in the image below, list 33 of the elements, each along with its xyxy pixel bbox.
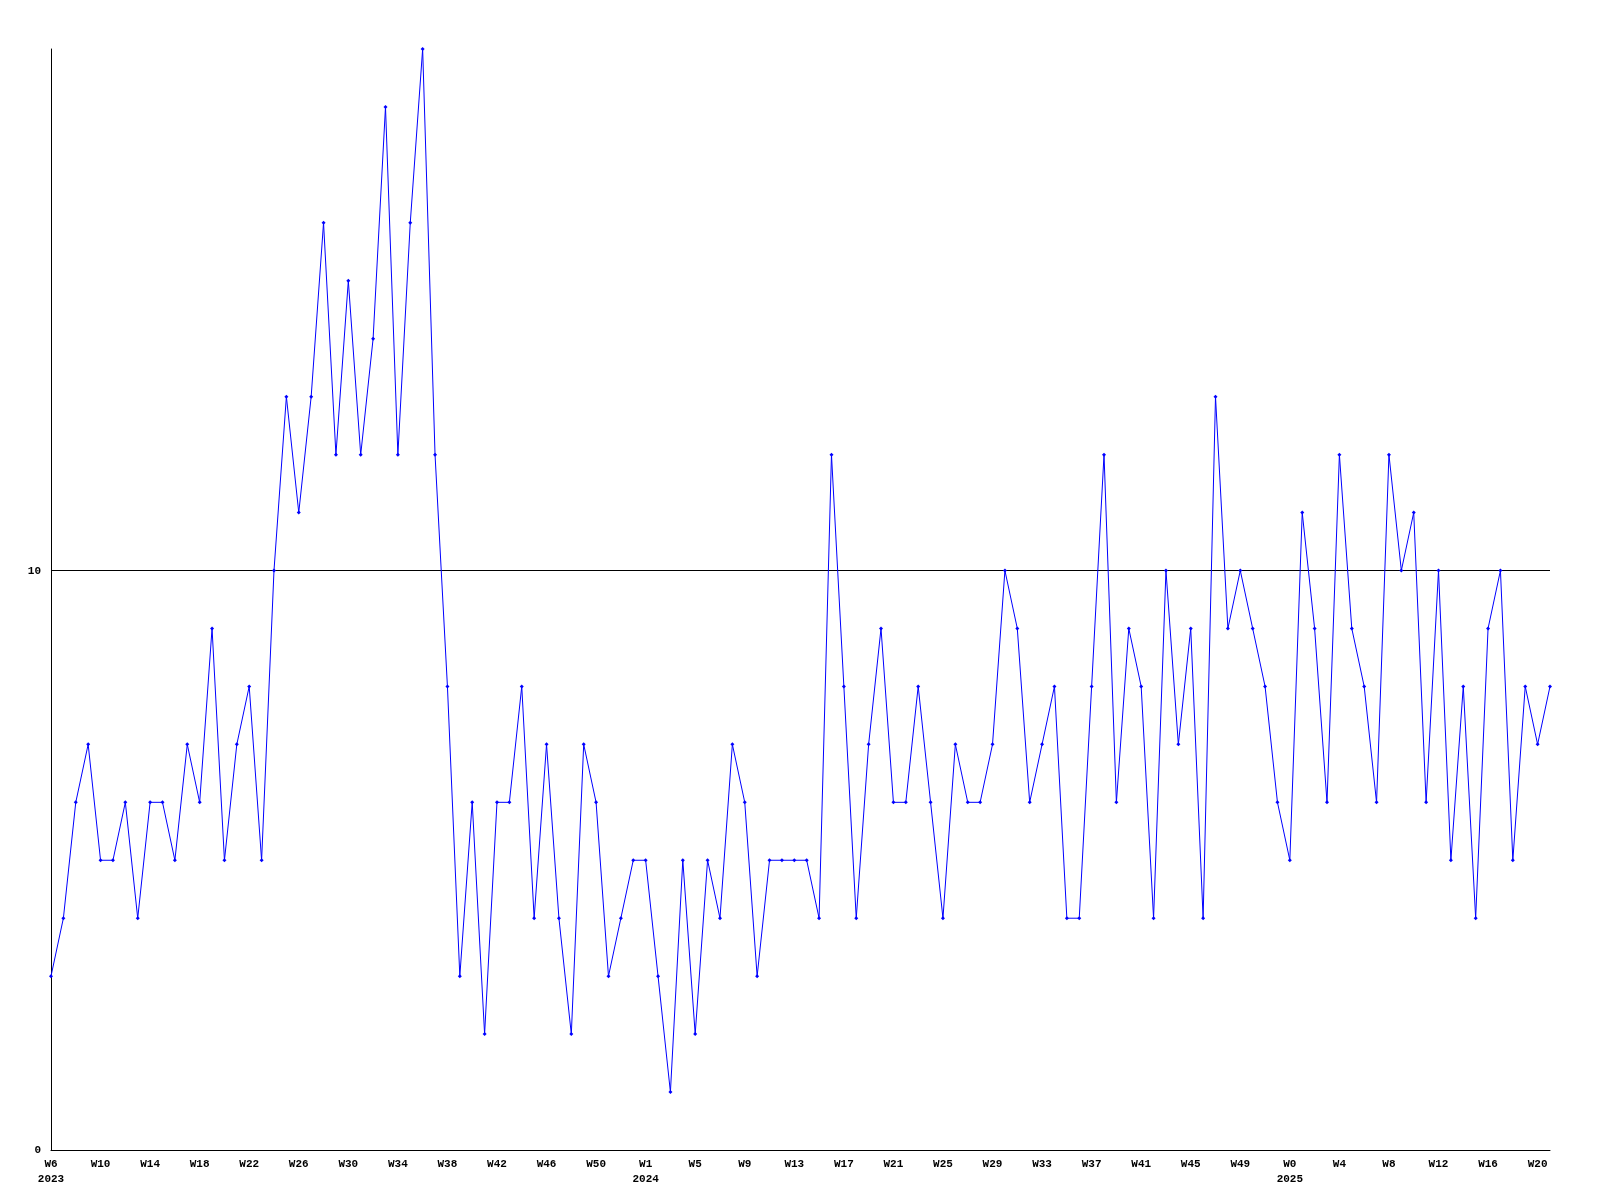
- x-tick-label: W33: [1032, 1157, 1053, 1170]
- x-tick-label: W5: [688, 1157, 703, 1170]
- x-tick-label: W12: [1428, 1157, 1449, 1170]
- x-tick-label: W42: [487, 1157, 507, 1170]
- x-tick-label: W8: [1382, 1157, 1396, 1170]
- x-tick-label: W30: [338, 1157, 359, 1170]
- x-tick-label: W22: [239, 1157, 260, 1170]
- x-tick-label: W16: [1478, 1157, 1498, 1170]
- x-tick-label: W17: [833, 1157, 854, 1170]
- x-tick-label: W26: [288, 1157, 309, 1170]
- x-tick-label: W20: [1527, 1157, 1548, 1170]
- x-tick-label: W38: [437, 1157, 458, 1170]
- x-tick-label: W37: [1081, 1157, 1102, 1170]
- x-tick-label: W6 2023: [37, 1157, 65, 1185]
- x-tick-label: W1 2024: [632, 1157, 660, 1185]
- x-tick-label: W45: [1180, 1157, 1202, 1170]
- x-tick-label: W49: [1230, 1157, 1251, 1170]
- x-tick-label: W0 2025: [1276, 1157, 1304, 1185]
- x-tick-label: W10: [90, 1157, 111, 1170]
- x-tick-label: W25: [933, 1157, 954, 1170]
- x-tick-label: W14: [140, 1157, 161, 1170]
- x-tick-label: W13: [784, 1157, 805, 1170]
- x-tick-label: W46: [536, 1157, 557, 1170]
- x-tick-label: W29: [982, 1157, 1003, 1170]
- x-tick-label: W9: [738, 1157, 752, 1170]
- x-tick-label: W21: [883, 1157, 904, 1170]
- y-tick-label: 10: [27, 564, 41, 577]
- x-tick-label: W4: [1332, 1157, 1347, 1170]
- y-tick-label: 0: [34, 1144, 41, 1156]
- x-tick-label: W50: [586, 1157, 606, 1170]
- x-tick-label: W41: [1131, 1157, 1152, 1170]
- x-tick-label: W34: [387, 1157, 409, 1170]
- x-tick-label: W18: [189, 1157, 210, 1170]
